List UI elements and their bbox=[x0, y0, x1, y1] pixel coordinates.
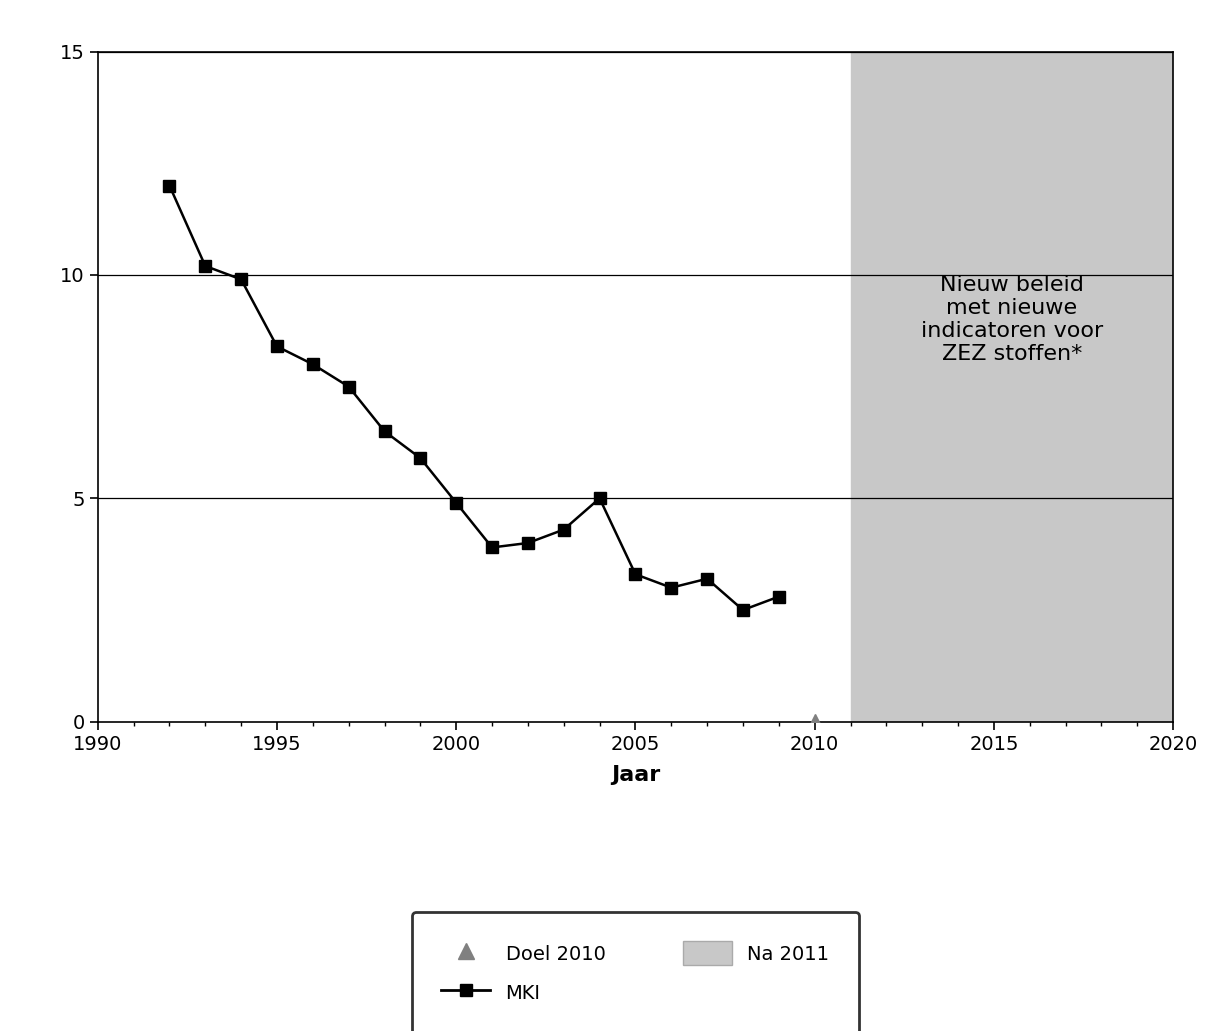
MKI bbox=[736, 604, 750, 617]
X-axis label: Jaar: Jaar bbox=[611, 765, 660, 785]
MKI bbox=[233, 273, 248, 286]
MKI bbox=[341, 380, 356, 393]
MKI bbox=[306, 358, 320, 370]
MKI bbox=[556, 524, 571, 536]
MKI bbox=[593, 492, 607, 504]
Legend: Doel 2010, MKI, Na 2011: Doel 2010, MKI, Na 2011 bbox=[412, 912, 859, 1031]
MKI bbox=[628, 568, 643, 580]
MKI bbox=[664, 581, 678, 594]
MKI bbox=[771, 591, 786, 603]
Line: MKI: MKI bbox=[164, 179, 785, 617]
MKI bbox=[448, 497, 463, 509]
MKI bbox=[198, 260, 213, 272]
MKI bbox=[485, 541, 500, 554]
MKI bbox=[413, 452, 428, 464]
Text: Nieuw beleid
met nieuwe
indicatoren voor
ZEZ stoffen*: Nieuw beleid met nieuwe indicatoren voor… bbox=[920, 275, 1103, 364]
MKI bbox=[700, 572, 715, 585]
MKI bbox=[270, 340, 285, 353]
MKI bbox=[163, 179, 177, 192]
MKI bbox=[378, 425, 392, 437]
Bar bbox=[851, 52, 1173, 722]
MKI bbox=[521, 537, 535, 550]
